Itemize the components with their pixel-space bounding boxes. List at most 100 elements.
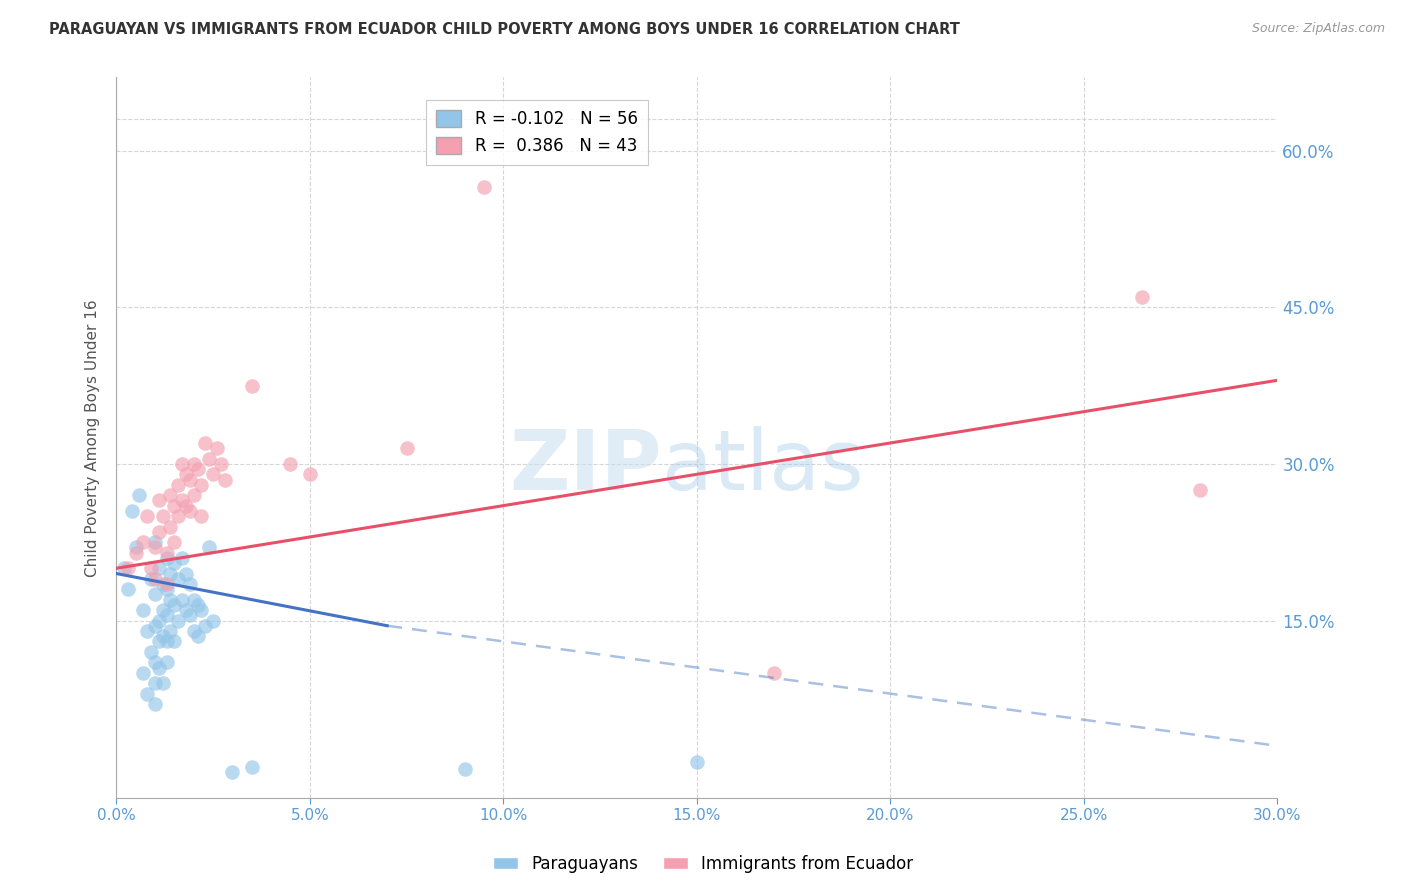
Point [121,504,143,518]
Point [179,473,201,487]
Point [194,619,217,633]
Point [155,577,177,591]
Point [1130,290,1153,304]
Point [187,462,209,476]
Point [143,587,166,601]
Point [124,541,146,555]
Point [198,541,221,555]
Point [183,488,205,502]
Point [143,697,166,711]
Point [1188,483,1211,497]
Point [763,665,786,680]
Point [152,577,174,591]
Point [152,676,174,690]
Point [163,499,186,513]
Point [139,645,162,659]
Point [148,561,170,575]
Point [159,519,181,533]
Point [152,629,174,643]
Point [174,499,197,513]
Point [183,457,205,471]
Point [136,687,159,701]
Point [155,550,177,565]
Point [190,509,212,524]
Point [155,582,177,597]
Point [202,614,225,628]
Point [163,535,186,549]
Point [170,493,193,508]
Point [159,624,181,638]
Point [152,509,174,524]
Point [159,566,181,581]
Point [183,592,205,607]
Point [143,572,166,586]
Point [167,509,190,524]
Point [170,457,193,471]
Point [148,493,170,508]
Text: atlas: atlas [662,426,863,507]
Point [163,556,186,570]
Point [155,608,177,623]
Point [152,603,174,617]
Point [136,509,159,524]
Point [453,762,475,776]
Legend: Paraguayans, Immigrants from Ecuador: Paraguayans, Immigrants from Ecuador [486,848,920,880]
Text: ZIP: ZIP [509,426,662,507]
Point [132,603,155,617]
Point [143,655,166,669]
Point [143,676,166,690]
Point [148,614,170,628]
Point [143,541,166,555]
Point [240,378,263,392]
Point [205,441,228,455]
Point [139,572,162,586]
Point [214,473,236,487]
Point [112,561,135,575]
Point [143,535,166,549]
Point [128,488,150,502]
Point [190,603,212,617]
Point [179,577,201,591]
Point [155,634,177,648]
Point [174,467,197,482]
Point [136,624,159,638]
Point [187,629,209,643]
Point [202,467,225,482]
Point [179,608,201,623]
Point [198,451,221,466]
Point [148,660,170,674]
Point [395,441,418,455]
Point [167,572,190,586]
Point [143,619,166,633]
Point [179,504,201,518]
Point [167,477,190,491]
Point [159,592,181,607]
Point [183,624,205,638]
Point [174,603,197,617]
Point [148,524,170,539]
Text: Source: ZipAtlas.com: Source: ZipAtlas.com [1251,22,1385,36]
Point [159,488,181,502]
Point [163,598,186,612]
Point [148,634,170,648]
Point [155,655,177,669]
Point [170,592,193,607]
Point [209,457,232,471]
Y-axis label: Child Poverty Among Boys Under 16: Child Poverty Among Boys Under 16 [86,299,100,576]
Point [221,764,243,779]
Point [132,665,155,680]
Point [194,436,217,450]
Point [124,546,146,560]
Point [298,467,321,482]
Text: PARAGUAYAN VS IMMIGRANTS FROM ECUADOR CHILD POVERTY AMONG BOYS UNDER 16 CORRELAT: PARAGUAYAN VS IMMIGRANTS FROM ECUADOR CH… [49,22,960,37]
Point [163,634,186,648]
Legend: R = -0.102   N = 56, R =  0.386   N = 43: R = -0.102 N = 56, R = 0.386 N = 43 [426,100,648,165]
Point [132,535,155,549]
Point [190,477,212,491]
Point [187,598,209,612]
Point [280,457,302,471]
Point [155,546,177,560]
Point [139,561,162,575]
Point [174,566,197,581]
Point [167,614,190,628]
